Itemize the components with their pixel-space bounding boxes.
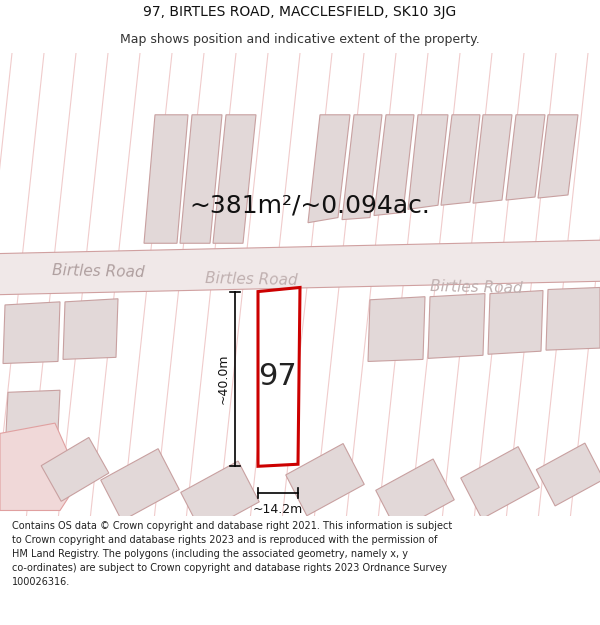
Polygon shape [546, 288, 600, 350]
Polygon shape [308, 115, 350, 222]
Polygon shape [0, 240, 600, 294]
Polygon shape [488, 291, 543, 354]
Polygon shape [181, 461, 259, 533]
Text: Birtles Road: Birtles Road [430, 279, 523, 296]
Polygon shape [461, 447, 539, 519]
Polygon shape [538, 115, 578, 198]
Polygon shape [368, 297, 425, 361]
Text: ~381m²/~0.094ac.: ~381m²/~0.094ac. [190, 193, 430, 218]
Polygon shape [408, 115, 448, 209]
Polygon shape [6, 436, 60, 477]
Polygon shape [6, 390, 60, 433]
Text: 97, BIRTLES ROAD, MACCLESFIELD, SK10 3JG: 97, BIRTLES ROAD, MACCLESFIELD, SK10 3JG [143, 4, 457, 19]
Polygon shape [342, 115, 382, 219]
Polygon shape [3, 302, 60, 364]
Text: 97: 97 [257, 362, 296, 391]
Polygon shape [213, 115, 256, 243]
Text: Contains OS data © Crown copyright and database right 2021. This information is : Contains OS data © Crown copyright and d… [12, 521, 452, 587]
Polygon shape [473, 115, 512, 203]
Polygon shape [63, 299, 118, 359]
Polygon shape [258, 288, 300, 466]
Polygon shape [101, 449, 179, 521]
Polygon shape [41, 438, 109, 501]
Text: Birtles Road: Birtles Road [52, 264, 145, 281]
Polygon shape [536, 443, 600, 506]
Polygon shape [506, 115, 545, 200]
Polygon shape [286, 444, 364, 516]
Text: ~40.0m: ~40.0m [217, 354, 229, 404]
Polygon shape [376, 459, 454, 531]
Text: Birtles Road: Birtles Road [205, 271, 298, 288]
Text: Map shows position and indicative extent of the property.: Map shows position and indicative extent… [120, 33, 480, 46]
Polygon shape [144, 115, 188, 243]
Text: ~14.2m: ~14.2m [253, 503, 303, 516]
Polygon shape [428, 294, 485, 358]
Polygon shape [374, 115, 414, 216]
Polygon shape [0, 423, 80, 511]
Polygon shape [441, 115, 480, 205]
Polygon shape [180, 115, 222, 243]
